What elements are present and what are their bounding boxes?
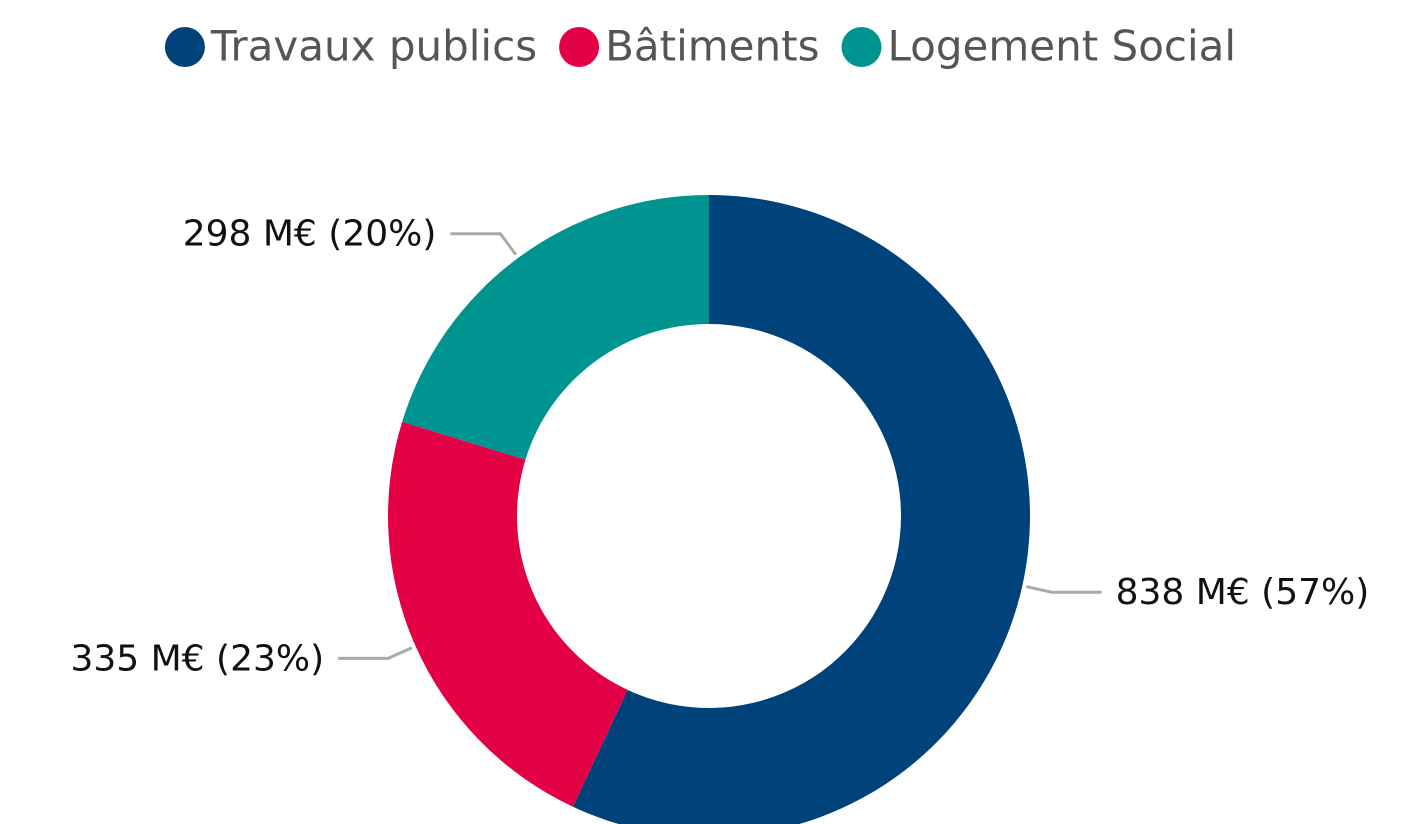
data-labels: 838 M€ (57%) 335 M€ (23%) 298 M€ (20%) (70, 214, 1369, 680)
legend: Travaux publics Bâtiments Logement Social (164, 22, 1237, 71)
slice (402, 194, 709, 460)
legend-label: Bâtiments (605, 22, 819, 71)
data-label: 298 M€ (20%) (183, 214, 437, 255)
slice (572, 195, 1030, 824)
data-label: 838 M€ (57%) (1116, 572, 1370, 613)
leader-line (338, 646, 413, 660)
legend-marker (559, 27, 600, 67)
data-label: 335 M€ (23%) (70, 638, 324, 679)
donut (387, 194, 1030, 824)
leader-line (1025, 585, 1102, 594)
leader-line (450, 232, 518, 256)
legend-marker (841, 27, 882, 67)
legend-label: Travaux publics (210, 22, 537, 71)
legend-label: Logement Social (888, 22, 1237, 71)
legend-marker (164, 27, 205, 67)
slice (387, 421, 628, 807)
